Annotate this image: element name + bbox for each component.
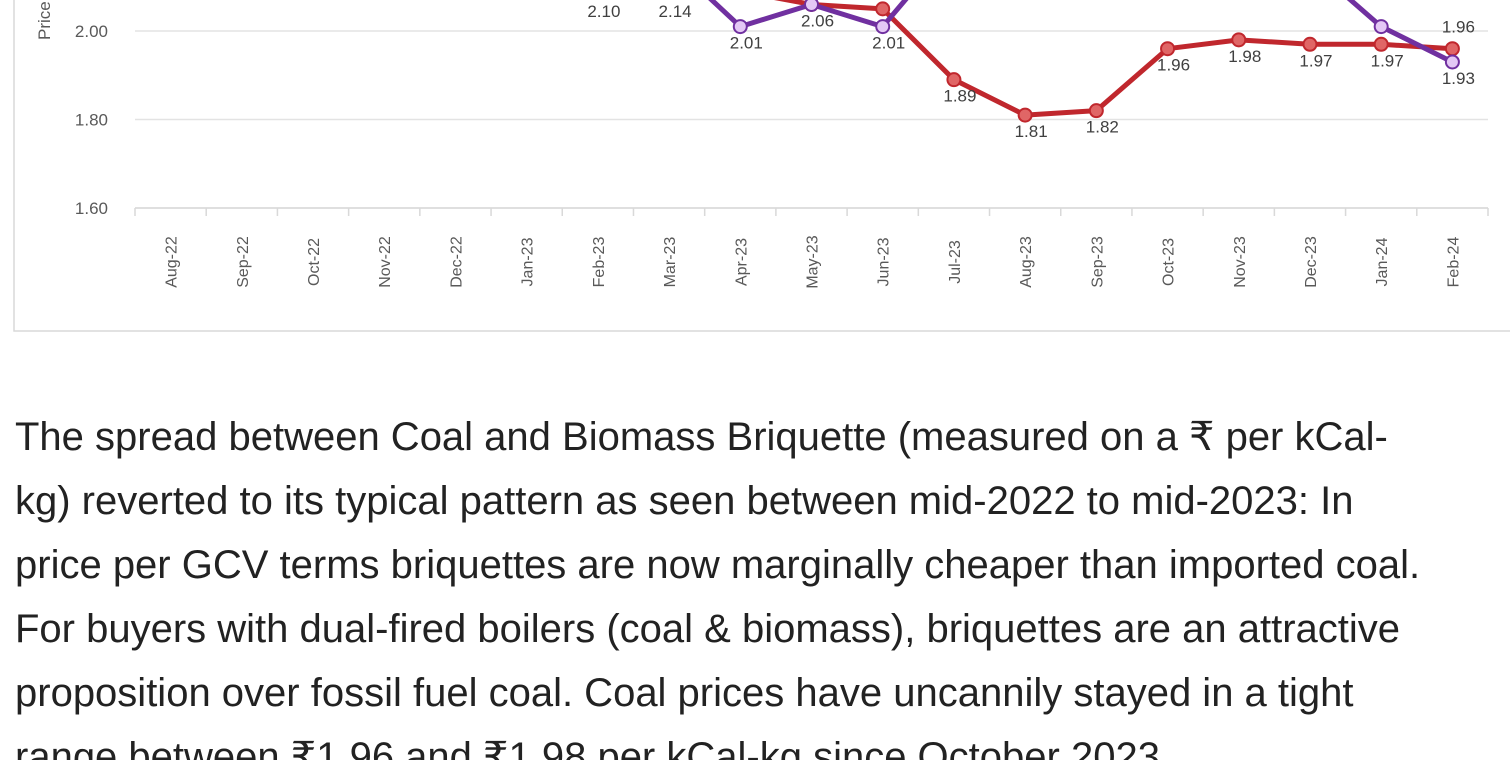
chart-border <box>13 0 1510 332</box>
x-tick-label: Feb-24 <box>1445 237 1462 288</box>
x-tick-label: Apr-23 <box>733 238 750 286</box>
data-point <box>1231 32 1247 48</box>
data-label: 1.97 <box>1371 51 1404 70</box>
paragraph-line: range between ₹1.96 and ₹1.98 per kCal-k… <box>15 735 1172 760</box>
data-label: 1.89 <box>943 87 976 106</box>
data-label: 1.93 <box>1442 69 1475 88</box>
data-point <box>1444 54 1460 70</box>
y-tick-label: 2.00 <box>75 22 108 41</box>
y-axis-label: Price <box>35 1 54 40</box>
x-tick-label: Oct-22 <box>306 238 323 286</box>
x-tick-label: Oct-23 <box>1161 238 1178 286</box>
x-tick-label: Sep-23 <box>1089 236 1106 288</box>
chart: 1.60 1.80 2.00 Price Aug-22 Sep-22 Oct-22 Nov-2… <box>13 0 1510 332</box>
data-point <box>1373 19 1389 35</box>
data-label: 1.98 <box>1228 47 1261 66</box>
paragraph: The spread between Coal and Biomass Briq… <box>15 405 1510 760</box>
x-tick-label: Nov-22 <box>377 236 394 288</box>
data-label: 2.10 <box>587 2 620 21</box>
x-tick-label: Dec-22 <box>448 236 465 288</box>
data-label: 1.81 <box>1015 122 1048 141</box>
paragraph-line: kg) reverted to its typical pattern as s… <box>15 479 1354 523</box>
x-tick-label: Jan-24 <box>1374 237 1391 286</box>
data-label: 1.96 <box>1157 56 1190 75</box>
data-point <box>1017 107 1033 123</box>
x-tick-label: Aug-23 <box>1018 236 1035 288</box>
data-point <box>946 72 962 88</box>
data-label: 2.01 <box>872 34 905 53</box>
paragraph-line: The spread between Coal and Biomass Briq… <box>15 415 1388 459</box>
data-point <box>875 1 891 17</box>
x-tick-label: Jan-23 <box>520 237 537 286</box>
data-point <box>1088 103 1104 119</box>
data-point <box>1302 36 1318 52</box>
data-point <box>875 19 891 35</box>
x-tick-label: Aug-22 <box>164 236 181 288</box>
paragraph-line: price per GCV terms briquettes are now m… <box>15 543 1421 587</box>
data-label: 2.06 <box>801 11 834 30</box>
x-tick-label: Jun-23 <box>876 237 893 286</box>
x-tick-label: Nov-23 <box>1232 236 1249 288</box>
x-tick-label: Sep-22 <box>235 236 252 288</box>
x-tick-label: Jul-23 <box>947 240 964 284</box>
x-tick-label: Feb-23 <box>591 237 608 288</box>
data-point <box>732 19 748 35</box>
paragraph-line: For buyers with dual-fired boilers (coal… <box>15 607 1401 651</box>
paragraph-line: proposition over fossil fuel coal. Coal … <box>15 671 1354 715</box>
data-label: 1.82 <box>1086 118 1119 137</box>
data-point <box>1160 41 1176 57</box>
data-label: 2.14 <box>659 2 692 21</box>
y-tick-label: 1.60 <box>75 199 108 218</box>
x-tick-label: Mar-23 <box>662 237 679 288</box>
data-point <box>1373 36 1389 52</box>
data-point <box>804 0 819 12</box>
data-point <box>1444 41 1460 57</box>
data-label: 1.96 <box>1442 18 1475 37</box>
x-tick-label: Dec-23 <box>1303 236 1320 288</box>
y-tick-label: 1.80 <box>75 111 108 130</box>
data-label: 2.01 <box>730 34 763 53</box>
x-tick-label: May-23 <box>805 235 822 288</box>
data-label: 1.97 <box>1299 51 1332 70</box>
